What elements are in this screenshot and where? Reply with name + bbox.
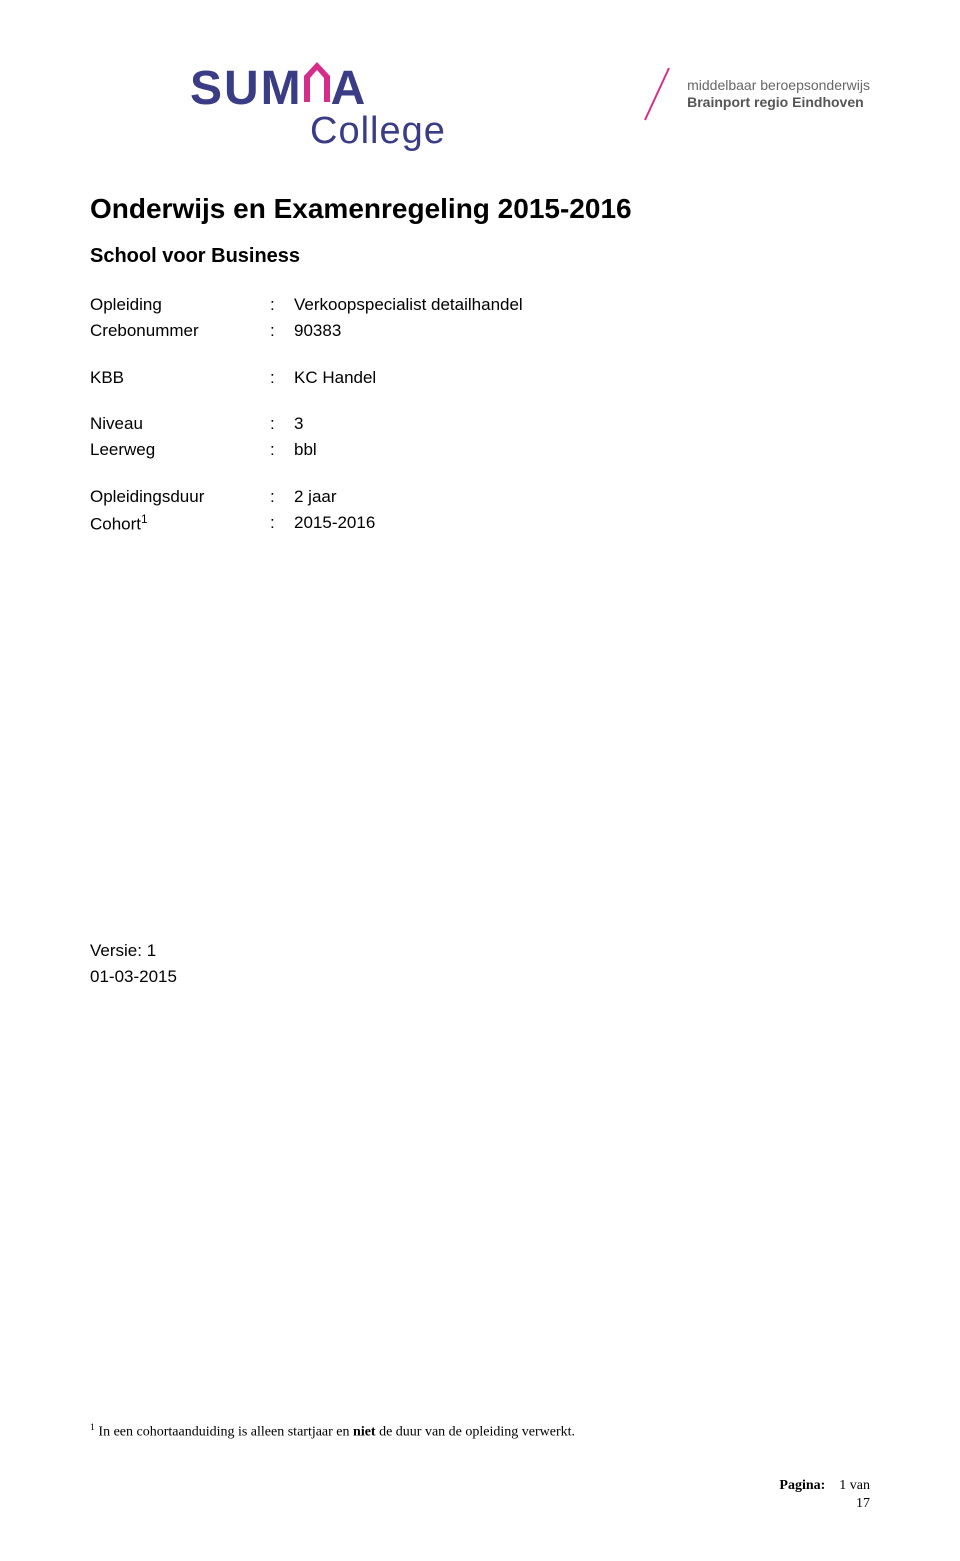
field-niveau-label: Niveau xyxy=(90,411,270,437)
field-cohort-label-pre: Cohort xyxy=(90,515,141,534)
logo-arrow-icon xyxy=(300,60,334,109)
versie-line2: 01-03-2015 xyxy=(90,964,870,990)
field-crebonummer-value: 90383 xyxy=(294,318,341,344)
logo: SUM A College xyxy=(190,60,446,153)
field-sep: : xyxy=(270,411,294,437)
versie-line1: Versie: 1 xyxy=(90,938,870,964)
page-title: Onderwijs en Examenregeling 2015-2016 xyxy=(90,193,870,225)
field-sep: : xyxy=(270,510,294,538)
field-sep: : xyxy=(270,318,294,344)
field-opleidingsduur: Opleidingsduur : 2 jaar xyxy=(90,484,870,510)
field-sep: : xyxy=(270,365,294,391)
field-kbb: KBB : KC Handel xyxy=(90,365,870,391)
field-opleiding-value: Verkoopspecialist detailhandel xyxy=(294,292,523,318)
header: SUM A College middelbaar beroepsonderwij… xyxy=(90,60,870,153)
field-leerweg-label: Leerweg xyxy=(90,437,270,463)
versie-block: Versie: 1 01-03-2015 xyxy=(90,938,870,989)
document-page: SUM A College middelbaar beroepsonderwij… xyxy=(0,0,960,1561)
logo-summa-post: A xyxy=(331,61,368,116)
fields-group-1: Opleiding : Verkoopspecialist detailhand… xyxy=(90,292,870,345)
header-right-line1: middelbaar beroepsonderwijs xyxy=(687,77,870,95)
field-cohort: Cohort1 : 2015-2016 xyxy=(90,510,870,538)
header-right-line2: Brainport regio Eindhoven xyxy=(687,94,870,112)
footnote-bold: niet xyxy=(353,1425,376,1440)
field-cohort-label: Cohort1 xyxy=(90,510,270,538)
field-opleiding: Opleiding : Verkoopspecialist detailhand… xyxy=(90,292,870,318)
footnote: 1 In een cohortaanduiding is alleen star… xyxy=(90,1422,870,1441)
footnote-before: In een cohortaanduiding is alleen startj… xyxy=(95,1425,353,1440)
field-kbb-label: KBB xyxy=(90,365,270,391)
field-sep: : xyxy=(270,484,294,510)
footnote-after: de duur van de opleiding verwerkt. xyxy=(376,1425,575,1440)
logo-summa: SUM A xyxy=(190,60,367,116)
header-subtitle: middelbaar beroepsonderwijs Brainport re… xyxy=(687,77,870,112)
fields-group-4: Opleidingsduur : 2 jaar Cohort1 : 2015-2… xyxy=(90,484,870,538)
page-subtitle: School voor Business xyxy=(90,245,870,268)
field-opleidingsduur-value: 2 jaar xyxy=(294,484,337,510)
logo-summa-pre: SUM xyxy=(190,61,303,116)
field-opleidingsduur-label: Opleidingsduur xyxy=(90,484,270,510)
field-crebonummer-label: Crebonummer xyxy=(90,318,270,344)
logo-college: College xyxy=(310,110,446,153)
field-cohort-label-sup: 1 xyxy=(141,512,148,526)
fields-group-2: KBB : KC Handel xyxy=(90,365,870,391)
pagina-total: 17 xyxy=(779,1495,870,1513)
field-sep: : xyxy=(270,437,294,463)
pagina-current: 1 xyxy=(839,1478,846,1493)
field-cohort-value: 2015-2016 xyxy=(294,510,375,538)
fields-group-3: Niveau : 3 Leerweg : bbl xyxy=(90,411,870,464)
field-crebonummer: Crebonummer : 90383 xyxy=(90,318,870,344)
page-number: Pagina: 1 van 17 xyxy=(779,1477,870,1513)
field-leerweg-value: bbl xyxy=(294,437,317,463)
slash-icon xyxy=(639,66,675,122)
pagina-suffix: van xyxy=(850,1478,870,1493)
header-right: middelbaar beroepsonderwijs Brainport re… xyxy=(639,66,870,122)
field-opleiding-label: Opleiding xyxy=(90,292,270,318)
field-sep: : xyxy=(270,292,294,318)
field-niveau-value: 3 xyxy=(294,411,303,437)
field-kbb-value: KC Handel xyxy=(294,365,376,391)
field-niveau: Niveau : 3 xyxy=(90,411,870,437)
field-leerweg: Leerweg : bbl xyxy=(90,437,870,463)
pagina-label: Pagina: xyxy=(779,1478,825,1493)
